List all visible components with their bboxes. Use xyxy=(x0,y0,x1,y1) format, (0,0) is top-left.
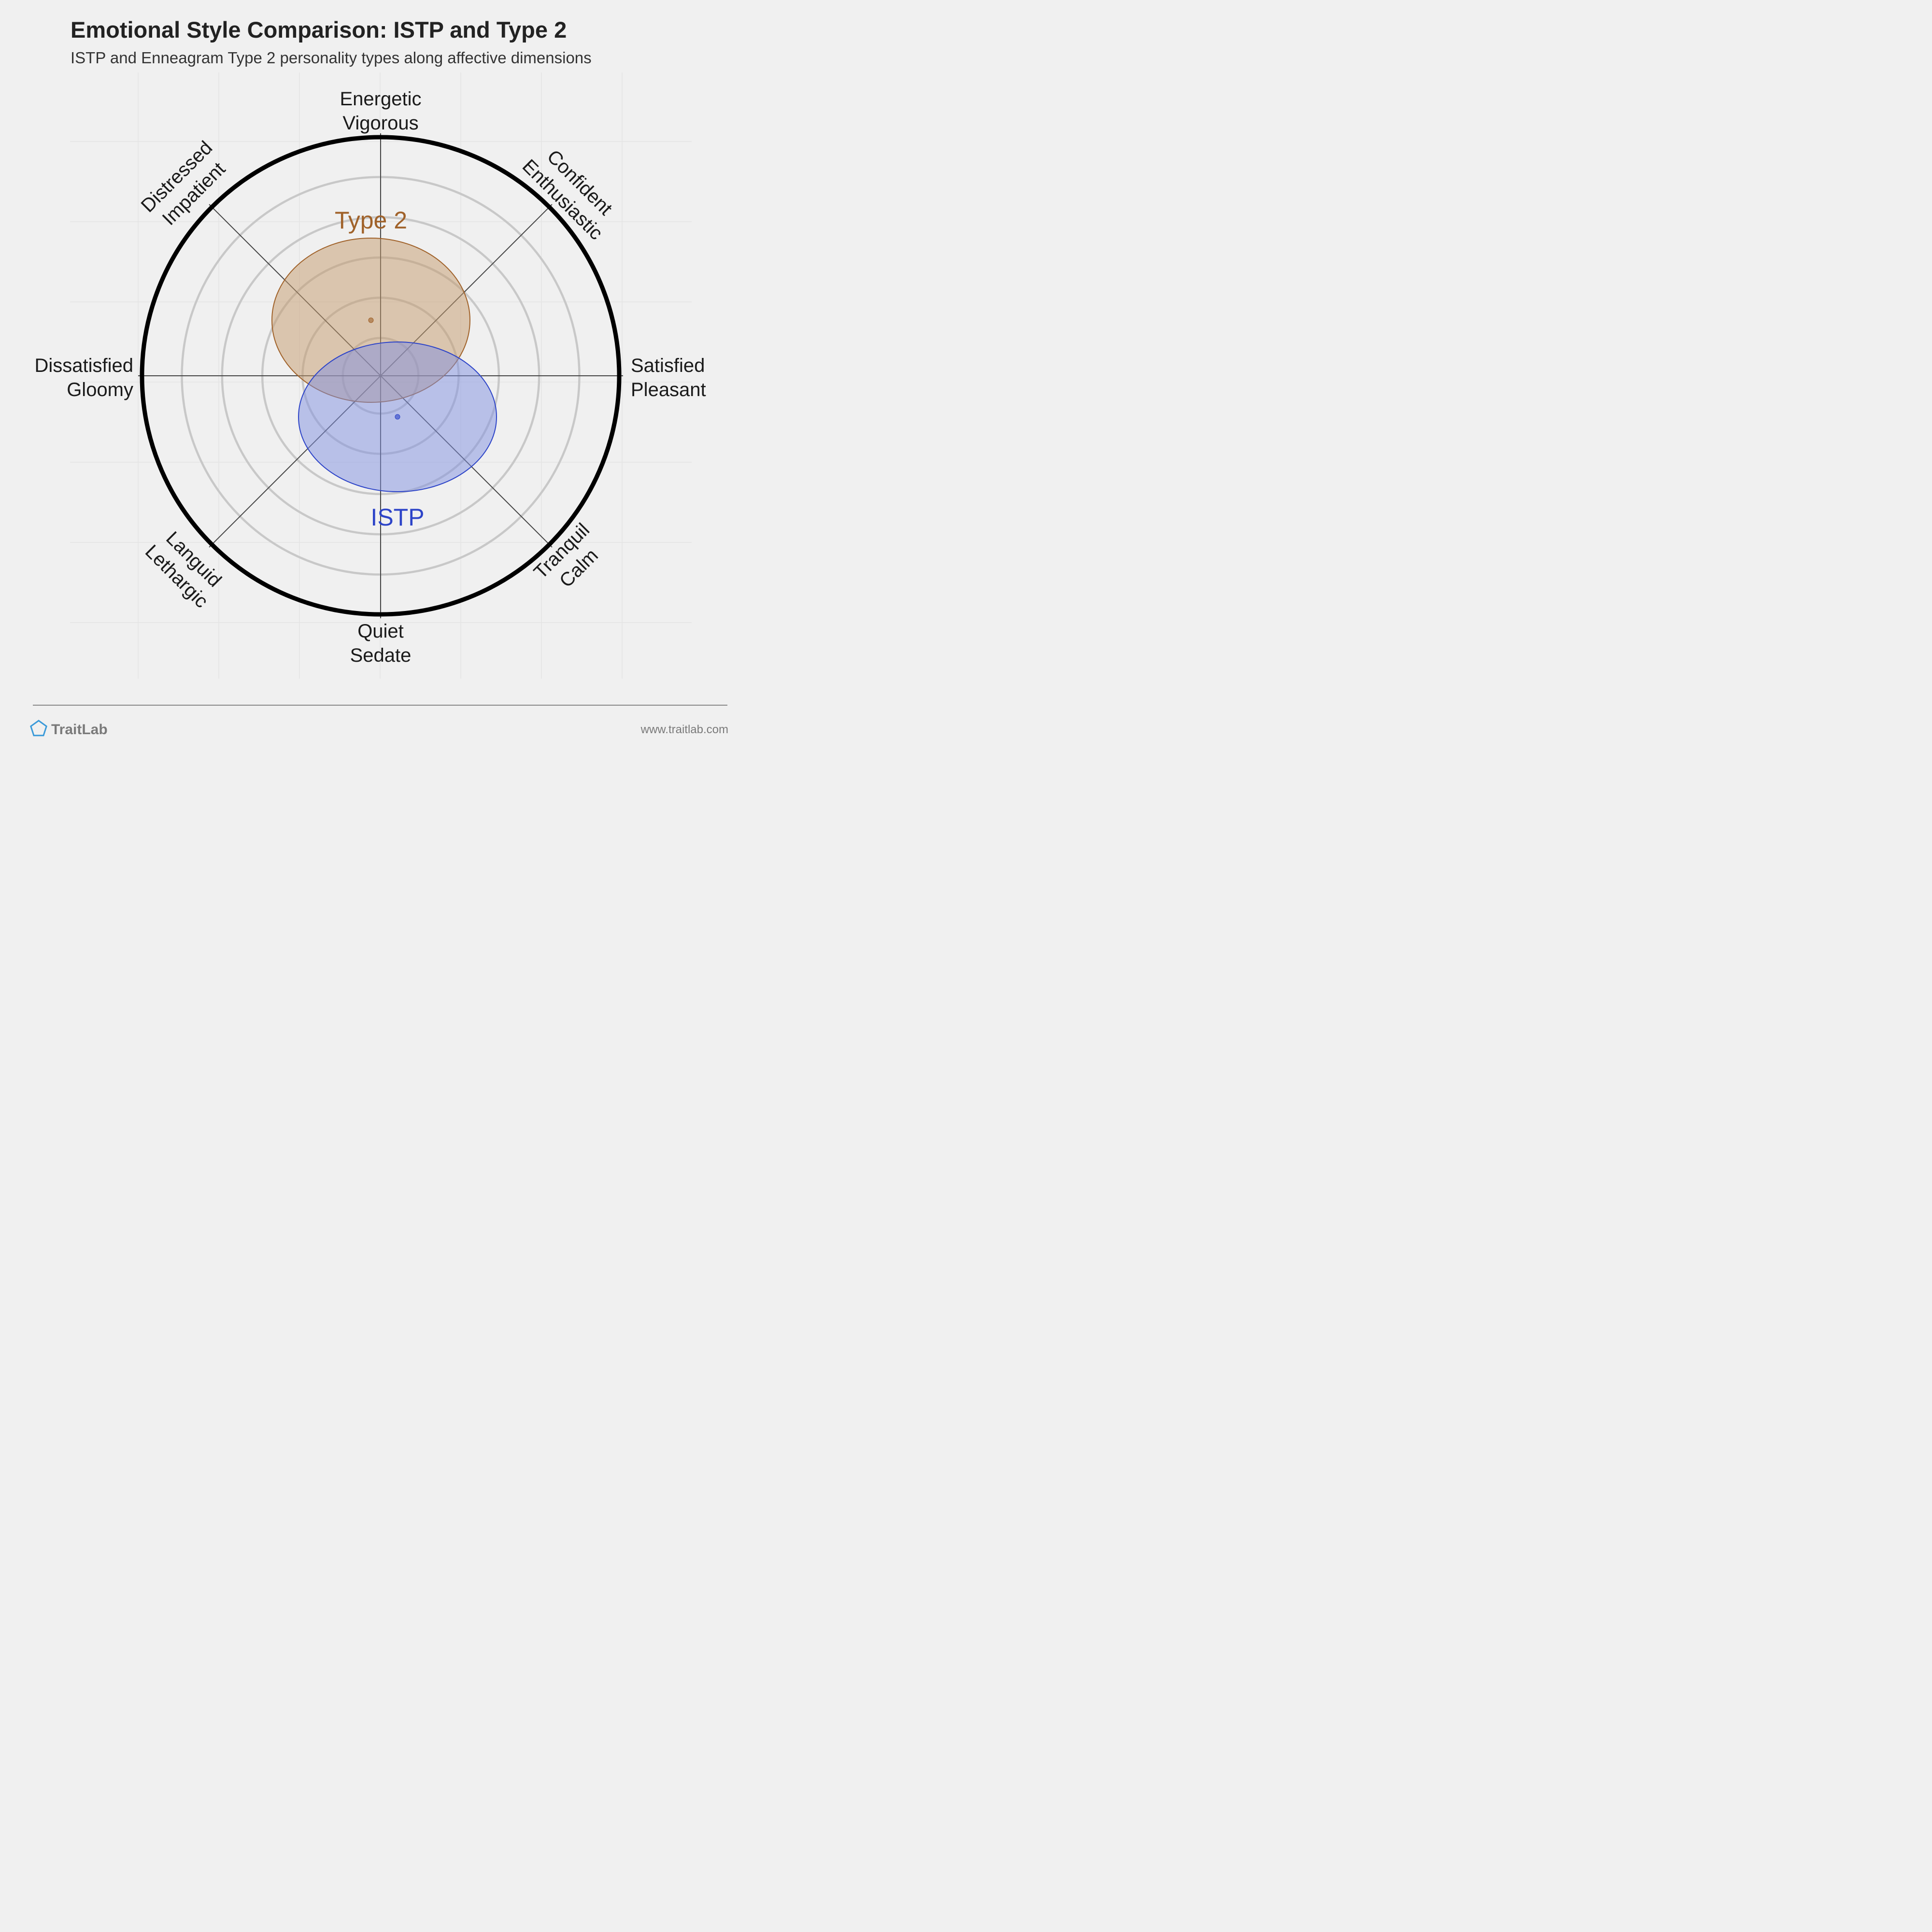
footer-url[interactable]: www.traitlab.com xyxy=(640,723,728,736)
outer-circle xyxy=(140,135,622,617)
chart: Emotional Style Comparison: ISTP and Typ… xyxy=(0,0,757,757)
pentagon-icon xyxy=(30,720,47,737)
axis-label-bottom: Quiet Sedate xyxy=(350,621,412,666)
series-label-type-2: Type 2 xyxy=(335,207,407,234)
chart-subtitle: ISTP and Enneagram Type 2 personality ty… xyxy=(71,49,592,67)
footer-brand[interactable]: TraitLab xyxy=(51,722,108,738)
center-type-2 xyxy=(368,317,374,323)
series-ellipses xyxy=(271,238,497,492)
center-istp xyxy=(395,414,400,420)
series-labels: Type 2 ISTP xyxy=(335,207,425,531)
axis-label-left: Dissatisfied Gloomy xyxy=(34,355,133,400)
outer-ring xyxy=(140,135,622,617)
axis-label-top: Energetic Vigorous xyxy=(340,88,422,134)
series-label-istp: ISTP xyxy=(370,504,424,531)
axis-label-right: Satisfied Pleasant xyxy=(631,355,706,400)
chart-title: Emotional Style Comparison: ISTP and Typ… xyxy=(71,17,567,43)
